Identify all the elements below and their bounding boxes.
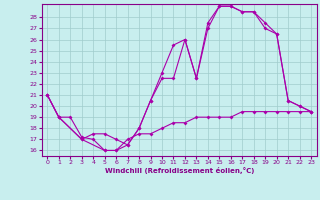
X-axis label: Windchill (Refroidissement éolien,°C): Windchill (Refroidissement éolien,°C) (105, 167, 254, 174)
